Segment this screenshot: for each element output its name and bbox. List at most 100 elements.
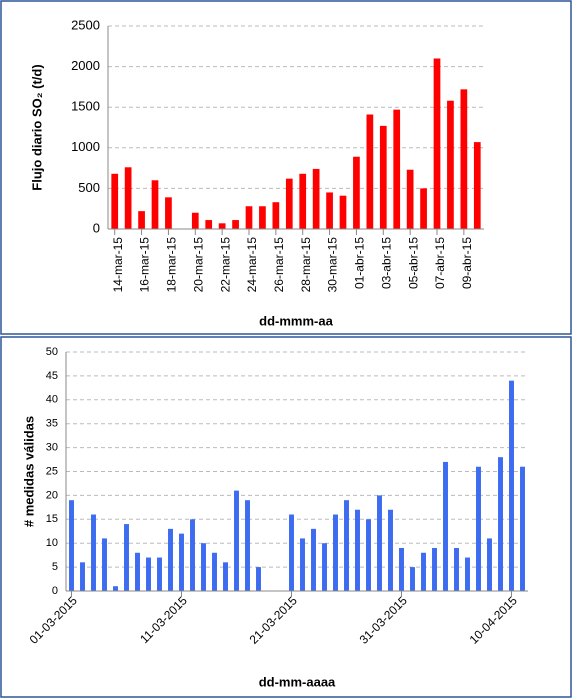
y-axis-label: Flujo diario SO₂ (t/d) (29, 64, 44, 190)
bar (377, 495, 382, 591)
bar (473, 142, 481, 229)
y-tick-label: 20 (46, 489, 58, 501)
bar (312, 168, 320, 229)
bar (245, 500, 250, 591)
bar (157, 557, 162, 591)
bar (393, 109, 401, 229)
bar (476, 466, 481, 591)
bar (245, 206, 253, 229)
bar (465, 557, 470, 591)
bar (300, 538, 305, 591)
y-tick-label: 45 (46, 370, 58, 382)
bar (69, 500, 74, 591)
bar (339, 195, 347, 229)
x-tick-label: 21-03-2015 (247, 593, 301, 647)
bar (165, 197, 172, 229)
y-tick-label: 10 (46, 537, 58, 549)
y-tick-label: 25 (46, 465, 58, 477)
bar (460, 89, 468, 229)
y-tick-label: 15 (46, 513, 58, 525)
bar (410, 567, 415, 591)
bar (91, 514, 96, 591)
x-tick-label: 22-mar-15 (218, 237, 232, 293)
bar (420, 188, 427, 229)
bar (322, 543, 327, 591)
bar (366, 519, 371, 591)
bar (135, 552, 140, 591)
bar (509, 380, 514, 591)
bar (487, 538, 492, 591)
x-axis-label: dd-mm-aaaa (259, 674, 336, 689)
bar (191, 212, 199, 229)
bar (520, 466, 525, 591)
y-tick-label: 35 (46, 418, 58, 430)
bar (289, 514, 294, 591)
x-tick-label: 24-mar-15 (245, 237, 259, 293)
bar (113, 586, 118, 591)
bar (299, 173, 307, 229)
bar (218, 223, 226, 229)
x-tick-label: 18-mar-15 (165, 237, 179, 293)
bar (205, 220, 213, 229)
bar (344, 500, 349, 591)
x-tick-label: 14-mar-15 (111, 237, 125, 293)
bar (223, 562, 228, 591)
bar (138, 211, 145, 229)
bar (259, 206, 266, 229)
bar (102, 538, 107, 591)
y-tick-label: 30 (46, 442, 58, 454)
y-axis-label: # medidas válidas (21, 416, 36, 527)
bar (234, 490, 239, 591)
y-tick-label: 50 (46, 346, 58, 358)
y-tick-label: 1500 (71, 99, 100, 114)
bar (201, 543, 206, 591)
x-tick-label: 16-mar-15 (138, 237, 152, 293)
bar (151, 180, 159, 229)
bar (212, 552, 217, 591)
y-tick-label: 2500 (71, 17, 100, 32)
bar (311, 528, 316, 591)
x-tick-label: 05-abr-15 (406, 237, 420, 289)
bar (179, 533, 184, 591)
x-tick-label: 28-mar-15 (299, 237, 313, 293)
x-tick-label: 09-abr-15 (460, 237, 474, 289)
y-tick-label: 40 (46, 394, 58, 406)
bar (256, 567, 261, 591)
x-tick-label: 07-abr-15 (433, 237, 447, 289)
bar (433, 58, 441, 230)
bar (168, 528, 173, 591)
bar (447, 100, 454, 229)
x-tick-label: 01-abr-15 (353, 237, 367, 289)
panel-border (0, 0, 572, 335)
y-tick-label: 500 (78, 180, 100, 195)
bar (124, 524, 129, 591)
x-tick-label: 03-abr-15 (379, 237, 393, 289)
y-tick-label: 0 (52, 585, 58, 597)
bar (388, 509, 393, 591)
y-tick-label: 0 (93, 220, 100, 235)
bar (190, 519, 195, 591)
bar (399, 547, 404, 591)
bar (432, 547, 437, 591)
x-tick-label: 11-03-2015 (137, 593, 190, 646)
bar (333, 514, 338, 591)
panel-border (0, 336, 572, 698)
bar (421, 552, 426, 591)
y-tick-label: 2000 (71, 58, 100, 73)
x-tick-label: 10-04-2015 (467, 593, 521, 647)
x-tick-label: 31-03-2015 (357, 593, 411, 647)
bar (498, 457, 503, 591)
bar (379, 125, 387, 229)
bar (232, 220, 239, 229)
bar (443, 461, 448, 591)
x-tick-label: 30-mar-15 (326, 237, 340, 293)
y-tick-label: 1000 (71, 139, 100, 154)
bar (454, 547, 459, 591)
x-axis-label: dd-mmm-aa (259, 313, 333, 328)
bar (111, 173, 119, 229)
bar (366, 114, 374, 229)
bar (146, 557, 151, 591)
bar (80, 562, 85, 591)
x-tick-label: 20-mar-15 (191, 237, 205, 293)
